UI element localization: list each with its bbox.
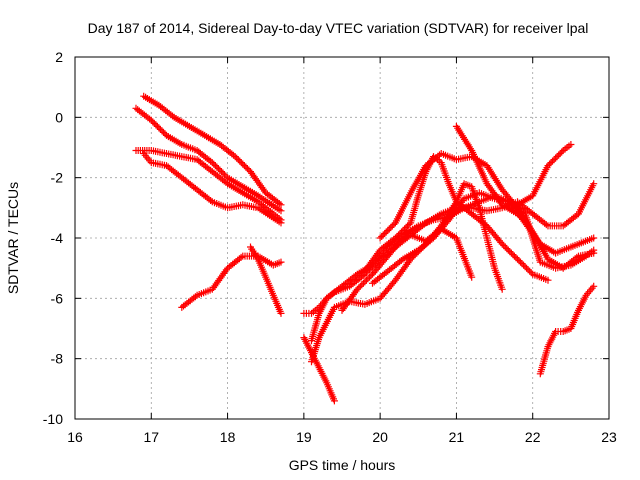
axis-ticks: 16 17 18 19 20 21 22 23 -10 -8 -6 -4 -2 0 2 bbox=[43, 49, 617, 445]
series-markers bbox=[132, 104, 285, 215]
series-markers bbox=[132, 147, 285, 224]
series-arc-10 bbox=[308, 180, 506, 366]
series-arc-2 bbox=[132, 104, 285, 215]
x-tick-label: 19 bbox=[296, 429, 312, 445]
series-arc-9 bbox=[300, 334, 338, 405]
series-markers bbox=[140, 92, 285, 209]
series-arc-7 bbox=[300, 180, 598, 317]
series-markers bbox=[300, 334, 338, 405]
x-tick-label: 16 bbox=[67, 429, 83, 445]
x-tick-label: 18 bbox=[220, 429, 236, 445]
series-arc-16 bbox=[514, 141, 575, 209]
series-markers bbox=[247, 243, 285, 317]
series-arc-6 bbox=[247, 243, 285, 317]
series-markers bbox=[300, 180, 598, 317]
series-markers bbox=[361, 153, 552, 284]
y-tick-label: -8 bbox=[51, 351, 64, 367]
series-arc-4 bbox=[140, 150, 285, 227]
series-markers bbox=[536, 282, 598, 378]
y-tick-label: 0 bbox=[55, 109, 63, 125]
series-markers bbox=[514, 141, 575, 209]
x-tick-label: 20 bbox=[372, 429, 388, 445]
y-tick-label: -10 bbox=[43, 411, 63, 427]
grid bbox=[75, 57, 609, 419]
series-markers bbox=[452, 122, 529, 224]
plot-frame bbox=[74, 56, 610, 420]
series-arc-15 bbox=[452, 122, 529, 224]
series-arc-17 bbox=[536, 282, 598, 378]
series-arc-1 bbox=[140, 92, 285, 209]
y-tick-label: -6 bbox=[51, 290, 64, 306]
x-tick-label: 22 bbox=[525, 429, 541, 445]
series-markers bbox=[308, 180, 506, 366]
x-tick-label: 23 bbox=[601, 429, 617, 445]
y-tick-label: 2 bbox=[55, 49, 63, 65]
x-axis-title: GPS time / hours bbox=[289, 457, 396, 473]
series-arc-14 bbox=[361, 153, 552, 284]
data-series bbox=[132, 92, 598, 405]
x-tick-label: 17 bbox=[143, 429, 159, 445]
y-axis-title: SDTVAR / TECUs bbox=[5, 182, 21, 294]
y-tick-label: -2 bbox=[51, 170, 64, 186]
series-markers bbox=[140, 150, 285, 227]
chart-title: Day 187 of 2014, Sidereal Day-to-day VTE… bbox=[88, 20, 589, 36]
y-tick-label: -4 bbox=[51, 230, 64, 246]
series-arc-3 bbox=[132, 147, 285, 224]
x-tick-label: 21 bbox=[449, 429, 465, 445]
